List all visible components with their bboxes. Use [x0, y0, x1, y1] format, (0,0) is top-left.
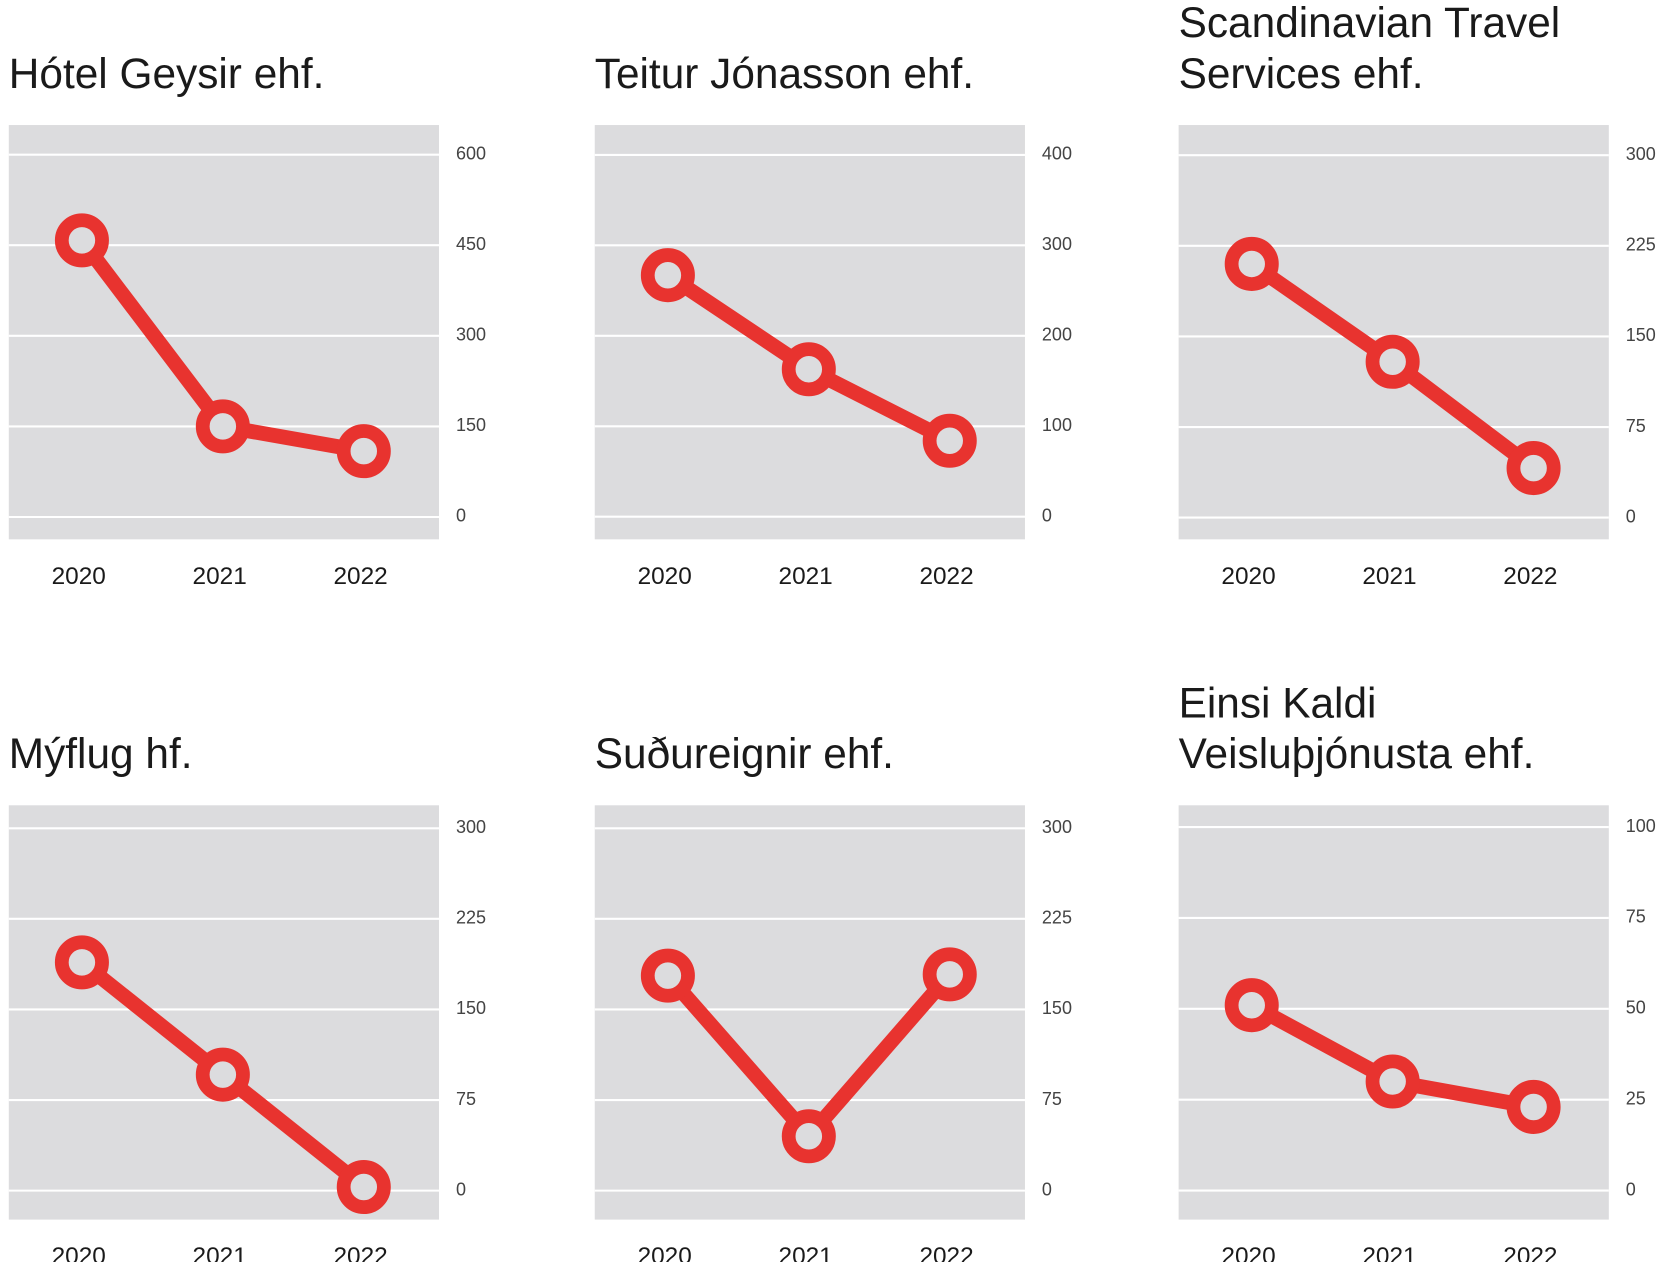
chart-title: Mýflug hf. [9, 730, 193, 777]
y-tick-label: 150 [1042, 998, 1072, 1018]
y-tick-label: 600 [456, 143, 486, 163]
x-tick-label: 2021 [1362, 563, 1416, 590]
data-point [195, 399, 250, 454]
y-tick-label: 400 [1042, 144, 1072, 164]
y-tick-label: 150 [456, 415, 486, 435]
plot-background [594, 125, 1025, 540]
chart-title: Veisluþjónusta ehf. [1179, 730, 1535, 777]
chart-title: Einsi Kaldi [1179, 679, 1377, 726]
data-point [922, 947, 977, 1002]
chart-title: Teitur Jónasson ehf. [595, 50, 974, 97]
y-tick-label: 200 [1042, 325, 1072, 345]
y-tick-label: 75 [1626, 907, 1646, 927]
y-tick-label: 25 [1626, 1088, 1646, 1108]
y-tick-label: 0 [1626, 1179, 1636, 1199]
data-point [1365, 1054, 1420, 1109]
data-point [1365, 334, 1420, 389]
data-point [336, 1159, 391, 1215]
data-point [336, 424, 391, 479]
y-tick-label: 75 [1042, 1089, 1062, 1109]
chart-panel: Teitur Jónasson ehf. 0 100 200 300 400 2020 202… [594, 50, 1072, 590]
y-tick-label: 300 [1042, 817, 1072, 837]
chart-panel: Mýflug hf. 0 75 150 225 300 2020 2021 2022 [8, 730, 486, 1262]
x-tick-label: 2021 [193, 563, 247, 590]
x-tick-label: 2020 [52, 1243, 106, 1262]
x-tick-label: 2022 [333, 1243, 387, 1262]
y-tick-label: 225 [1626, 235, 1656, 255]
chart-panel: Suðureignir ehf. 0 75 150 225 300 2020 2021 2022 [594, 730, 1072, 1262]
plot-background [8, 805, 440, 1220]
y-tick-label: 225 [456, 908, 486, 928]
y-tick-label: 300 [1626, 144, 1656, 164]
y-tick-label: 100 [1042, 415, 1072, 435]
y-tick-label: 300 [456, 817, 486, 837]
x-tick-label: 2020 [1221, 1243, 1275, 1262]
y-tick-label: 150 [1626, 325, 1656, 345]
data-point [1224, 978, 1279, 1033]
data-point [781, 1109, 836, 1164]
x-tick-label: 2021 [779, 563, 833, 590]
chart-title: Suðureignir ehf. [595, 730, 894, 777]
data-point [1506, 1079, 1561, 1134]
y-tick-label: 50 [1626, 998, 1646, 1018]
y-tick-label: 100 [1626, 816, 1656, 836]
y-tick-label: 300 [1042, 234, 1072, 254]
x-tick-label: 2022 [1503, 563, 1557, 590]
y-tick-label: 0 [1042, 505, 1052, 525]
y-tick-label: 0 [456, 1179, 466, 1199]
y-tick-label: 300 [456, 325, 486, 345]
data-point [922, 413, 977, 468]
x-tick-label: 2020 [638, 1243, 692, 1262]
x-tick-label: 2020 [1221, 563, 1275, 590]
chart-title: Hótel Geysir ehf. [9, 50, 325, 97]
data-point [1224, 236, 1279, 291]
plot-background [8, 125, 440, 540]
y-tick-label: 0 [456, 506, 466, 526]
y-tick-label: 225 [1042, 908, 1072, 928]
x-tick-label: 2022 [1503, 1243, 1557, 1262]
data-point [54, 213, 109, 268]
x-tick-label: 2021 [779, 1243, 833, 1262]
x-tick-label: 2020 [638, 563, 692, 590]
data-point [781, 342, 836, 397]
x-tick-label: 2022 [919, 1243, 973, 1262]
data-point [640, 948, 695, 1003]
chart-title: Scandinavian Travel [1179, 0, 1561, 46]
y-tick-label: 150 [456, 998, 486, 1018]
y-tick-label: 75 [456, 1089, 476, 1109]
data-point [640, 248, 695, 303]
y-tick-label: 0 [1626, 506, 1636, 526]
y-tick-label: 0 [1042, 1179, 1052, 1199]
data-point [54, 935, 109, 990]
chart-title: Services ehf. [1179, 50, 1424, 97]
y-tick-label: 75 [1626, 416, 1646, 436]
x-tick-label: 2021 [193, 1243, 247, 1262]
x-tick-label: 2022 [333, 563, 387, 590]
y-tick-label: 450 [456, 234, 486, 254]
x-tick-label: 2020 [52, 563, 106, 590]
data-point [195, 1047, 250, 1102]
chart-panel: Hótel Geysir ehf. 0 150 300 450 600 2020 2021 20… [8, 50, 486, 590]
x-tick-label: 2021 [1362, 1243, 1416, 1262]
data-point [1506, 441, 1561, 496]
x-tick-label: 2022 [919, 563, 973, 590]
